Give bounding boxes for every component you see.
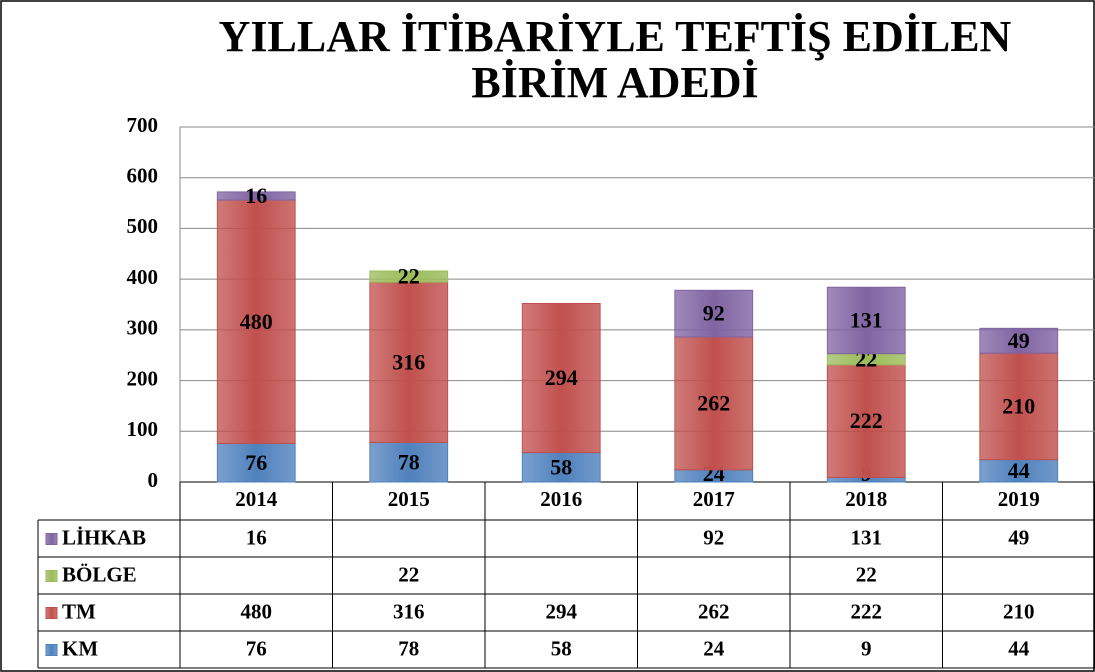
table-value: 92 <box>703 525 724 549</box>
data-label: 22 <box>398 264 420 289</box>
legend-label: BÖLGE <box>62 562 137 586</box>
bar-segment <box>674 289 754 338</box>
legend-label: TM <box>62 599 96 623</box>
table-value: 16 <box>246 525 267 549</box>
data-label: 58 <box>550 454 572 479</box>
bar-segment <box>826 364 906 478</box>
y-tick-label: 300 <box>127 316 159 340</box>
bar-segment <box>369 281 449 443</box>
chart-title: YILLAR İTİBARİYLE TEFTİŞ EDİLEN BİRİM AD… <box>218 12 1012 107</box>
y-tick-label: 600 <box>127 164 159 188</box>
legend-swatch <box>45 570 58 582</box>
legend-swatch <box>45 644 58 656</box>
y-tick-label: 0 <box>148 468 159 492</box>
y-tick-label: 400 <box>127 265 159 289</box>
table-value: 222 <box>851 599 883 623</box>
x-tick-label: 2015 <box>388 487 430 511</box>
x-tick-label: 2016 <box>540 487 582 511</box>
bar-segment <box>369 270 449 283</box>
x-tick-label: 2019 <box>998 487 1040 511</box>
table-value: 316 <box>393 599 425 623</box>
bar-segment <box>521 452 601 483</box>
data-label: 76 <box>245 450 267 475</box>
y-tick-label: 500 <box>127 214 159 238</box>
table-value: 480 <box>241 599 273 623</box>
bar-segment <box>216 191 296 201</box>
data-label: 131 <box>850 308 883 333</box>
table-value: 76 <box>246 636 267 660</box>
data-label: 44 <box>1008 458 1030 483</box>
table-value: 210 <box>1003 599 1035 623</box>
legend-label: KM <box>62 636 98 660</box>
bar-segment <box>979 352 1059 461</box>
data-label: 316 <box>392 349 425 374</box>
y-tick-label: 200 <box>127 366 159 390</box>
table-value: 294 <box>546 599 578 623</box>
table-value: 22 <box>398 562 419 586</box>
table-value: 78 <box>398 636 419 660</box>
x-tick-label: 2017 <box>693 487 735 511</box>
data-label: 49 <box>1008 328 1030 353</box>
bar-segment <box>826 286 906 355</box>
table-value: 9 <box>861 636 872 660</box>
data-label: 16 <box>245 183 267 208</box>
bar-segment <box>216 199 296 444</box>
data-label: 222 <box>850 408 883 433</box>
x-tick-label: 2014 <box>235 487 278 511</box>
bar-segment <box>521 302 601 454</box>
legend-label: LİHKAB <box>62 525 146 549</box>
table-value: 131 <box>851 525 883 549</box>
legend-swatch <box>45 607 58 619</box>
table-value: 22 <box>856 562 877 586</box>
data-label: 480 <box>240 309 273 334</box>
table-value: 49 <box>1008 525 1029 549</box>
data-label: 92 <box>703 301 725 326</box>
data-label: 294 <box>545 365 578 390</box>
bar-segment <box>979 327 1059 354</box>
y-tick-label: 100 <box>127 417 159 441</box>
table-value: 262 <box>698 599 730 623</box>
bar-segment <box>674 336 754 471</box>
y-tick-label: 700 <box>127 113 159 137</box>
table-value: 44 <box>1008 636 1030 660</box>
table-value: 58 <box>551 636 572 660</box>
x-tick-label: 2018 <box>845 487 887 511</box>
legend-swatch <box>45 533 58 545</box>
bar-segment <box>216 442 296 483</box>
data-label: 262 <box>697 390 730 415</box>
data-label: 210 <box>1002 393 1035 418</box>
table-value: 24 <box>703 636 725 660</box>
data-label: 78 <box>398 449 420 474</box>
